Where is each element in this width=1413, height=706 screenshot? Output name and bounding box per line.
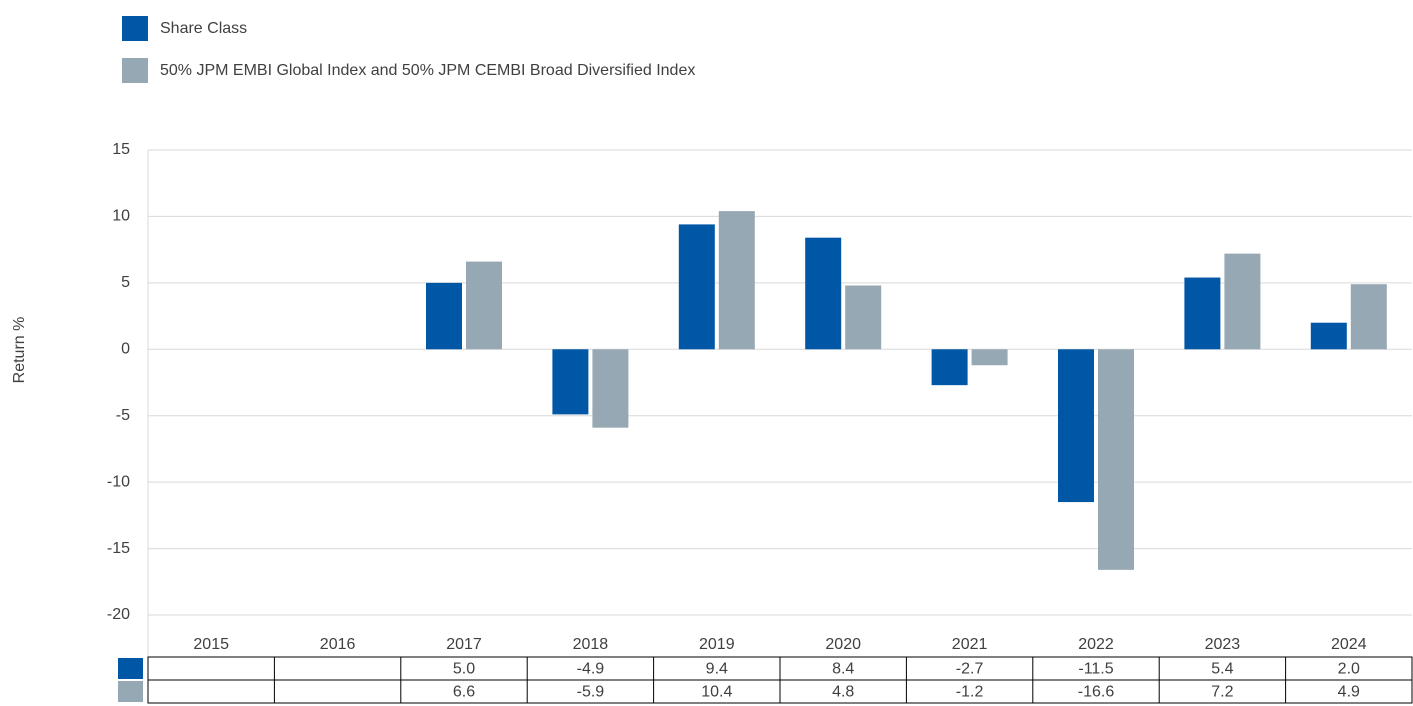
y-tick-label: 0 xyxy=(121,341,130,358)
bar xyxy=(678,224,715,350)
x-tick-label: 2019 xyxy=(699,636,735,653)
y-axis-label: Return % xyxy=(11,317,28,384)
y-tick-label: -10 xyxy=(107,473,130,490)
bar xyxy=(1350,284,1387,350)
bar xyxy=(426,282,462,350)
y-tick-label: 10 xyxy=(112,208,130,225)
bar xyxy=(718,211,755,350)
bar xyxy=(1184,277,1221,350)
legend-swatch xyxy=(122,58,148,83)
y-tick-label: 5 xyxy=(121,274,130,291)
x-tick-label: 2022 xyxy=(1078,636,1114,653)
bar xyxy=(552,349,589,415)
x-tick-label: 2016 xyxy=(320,636,356,653)
bar xyxy=(971,349,1008,366)
bar xyxy=(845,285,882,350)
x-tick-label: 2020 xyxy=(825,636,861,653)
table-cell: 6.6 xyxy=(453,684,475,701)
table-cell: -4.9 xyxy=(577,661,605,678)
y-tick-label: 15 xyxy=(112,141,130,158)
table-cell: -5.9 xyxy=(577,684,605,701)
x-tick-label: 2024 xyxy=(1331,636,1367,653)
table-swatch xyxy=(118,658,143,679)
bar xyxy=(466,261,502,350)
bar xyxy=(1058,349,1094,503)
table-cell: -11.5 xyxy=(1078,661,1113,678)
table-cell: 2.0 xyxy=(1338,661,1360,678)
table-cell: 4.9 xyxy=(1338,684,1360,701)
x-tick-label: 2015 xyxy=(193,636,229,653)
y-tick-label: -15 xyxy=(107,540,130,557)
table-cell: -1.2 xyxy=(956,684,984,701)
x-tick-label: 2017 xyxy=(446,636,482,653)
legend-swatch xyxy=(122,16,148,41)
table-cell: 5.4 xyxy=(1211,661,1233,678)
y-tick-label: -5 xyxy=(116,407,130,424)
bar xyxy=(592,349,629,428)
bar xyxy=(1310,322,1347,350)
x-tick-label: 2021 xyxy=(952,636,988,653)
table-cell: -16.6 xyxy=(1078,684,1115,701)
table-cell: 9.4 xyxy=(706,661,728,678)
table-cell: 8.4 xyxy=(832,661,854,678)
legend-label: Share Class xyxy=(160,20,247,37)
table-cell: 4.8 xyxy=(832,684,854,701)
x-tick-label: 2018 xyxy=(573,636,609,653)
bar xyxy=(1098,349,1134,570)
table-cell: 5.0 xyxy=(453,661,475,678)
legend-label: 50% JPM EMBI Global Index and 50% JPM CE… xyxy=(160,62,695,79)
table-cell: 7.2 xyxy=(1211,684,1233,701)
table-cell: -2.7 xyxy=(956,661,984,678)
bar xyxy=(805,237,842,350)
x-tick-label: 2023 xyxy=(1205,636,1241,653)
table-cell: 10.4 xyxy=(701,684,732,701)
table-swatch xyxy=(118,681,143,702)
bar xyxy=(931,349,968,386)
bar xyxy=(1224,253,1261,350)
y-tick-label: -20 xyxy=(107,606,130,623)
